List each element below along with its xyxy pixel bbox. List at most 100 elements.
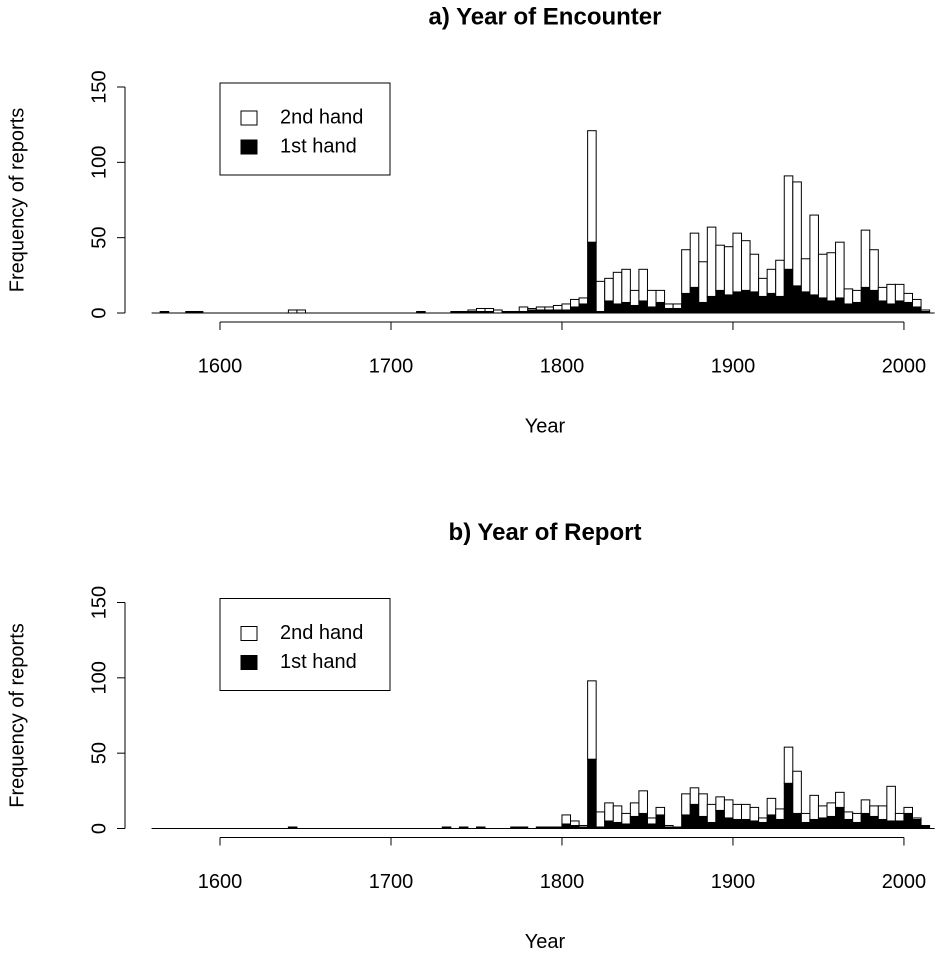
bar bbox=[809, 214, 819, 296]
bar bbox=[843, 288, 854, 305]
bar bbox=[817, 253, 828, 299]
bar bbox=[681, 292, 691, 314]
bar bbox=[886, 303, 896, 314]
bar bbox=[852, 812, 862, 823]
bar bbox=[595, 280, 606, 312]
bar bbox=[689, 286, 700, 314]
bar bbox=[484, 307, 495, 312]
bar bbox=[604, 277, 614, 302]
panel: b) Year of Report Year Frequency of report… bbox=[6, 519, 935, 953]
bar bbox=[758, 277, 768, 297]
legend-label: 1st hand bbox=[280, 651, 357, 673]
bar bbox=[903, 301, 914, 314]
bar bbox=[843, 818, 854, 830]
bar bbox=[817, 817, 828, 829]
bar bbox=[723, 799, 734, 819]
bar bbox=[458, 310, 469, 314]
bar bbox=[869, 805, 879, 817]
bar bbox=[809, 794, 819, 820]
bar bbox=[715, 809, 725, 829]
bar bbox=[570, 298, 580, 308]
bar bbox=[646, 823, 657, 829]
chart-title: b) Year of Report bbox=[449, 519, 642, 546]
bar bbox=[715, 289, 725, 314]
bar bbox=[732, 232, 743, 293]
bar bbox=[698, 793, 708, 817]
x-tick-label: 1600 bbox=[198, 871, 243, 893]
bar bbox=[835, 241, 845, 299]
bar bbox=[698, 815, 708, 829]
bar bbox=[510, 826, 520, 830]
bar bbox=[749, 820, 760, 830]
bar bbox=[535, 306, 546, 311]
bar bbox=[715, 244, 725, 291]
bar bbox=[629, 802, 640, 817]
bar bbox=[664, 303, 674, 309]
bar bbox=[912, 298, 922, 308]
bar bbox=[852, 289, 862, 303]
bar bbox=[783, 746, 794, 784]
bar bbox=[561, 814, 572, 825]
bar bbox=[595, 811, 606, 828]
bar bbox=[612, 303, 623, 314]
y-axis-label: Frequency of reports bbox=[6, 108, 28, 293]
bar bbox=[741, 803, 751, 820]
bar bbox=[629, 304, 640, 314]
bar bbox=[689, 803, 700, 829]
bar bbox=[835, 297, 845, 314]
bar bbox=[578, 824, 589, 828]
legend-label: 2nd hand bbox=[280, 106, 363, 128]
bar bbox=[578, 303, 589, 314]
bar bbox=[800, 821, 811, 829]
x-tick-label: 2000 bbox=[882, 355, 927, 377]
bar bbox=[698, 301, 708, 314]
bar bbox=[792, 770, 802, 814]
bar bbox=[493, 309, 503, 314]
bar bbox=[706, 821, 717, 829]
bar bbox=[903, 292, 914, 303]
bar bbox=[766, 268, 777, 294]
bar bbox=[570, 820, 580, 826]
bar bbox=[826, 815, 837, 829]
bar bbox=[835, 791, 845, 808]
bar bbox=[518, 826, 529, 830]
bar bbox=[766, 814, 777, 830]
bar bbox=[587, 130, 597, 243]
bar bbox=[860, 229, 871, 288]
bar bbox=[698, 261, 708, 303]
bar bbox=[775, 808, 785, 820]
bar bbox=[894, 300, 905, 314]
bar bbox=[723, 294, 734, 314]
bar bbox=[835, 806, 845, 830]
bar bbox=[689, 787, 700, 805]
legend-swatch bbox=[240, 110, 258, 126]
bar bbox=[159, 310, 170, 314]
bar bbox=[544, 306, 554, 311]
y-axis-label: Frequency of reports bbox=[6, 623, 28, 808]
bar bbox=[672, 826, 683, 830]
bar bbox=[458, 826, 469, 830]
bar bbox=[578, 297, 589, 305]
bar bbox=[920, 824, 931, 830]
bar bbox=[775, 295, 785, 314]
bar bbox=[193, 310, 204, 314]
bar bbox=[544, 826, 554, 830]
bar bbox=[732, 803, 743, 820]
bar bbox=[877, 805, 888, 820]
bar bbox=[621, 823, 631, 829]
legend-box bbox=[219, 82, 391, 176]
x-tick-label: 1900 bbox=[711, 355, 756, 377]
bar bbox=[621, 268, 631, 303]
bar bbox=[646, 817, 657, 825]
bar bbox=[741, 240, 751, 291]
bar bbox=[664, 824, 674, 828]
bar bbox=[894, 283, 905, 302]
bar bbox=[612, 271, 623, 305]
legend-label: 1st hand bbox=[280, 135, 357, 157]
bar bbox=[800, 258, 811, 293]
bar bbox=[587, 680, 597, 760]
bar bbox=[826, 300, 837, 314]
bar bbox=[758, 817, 768, 823]
bar bbox=[561, 823, 572, 829]
bar bbox=[441, 826, 452, 830]
